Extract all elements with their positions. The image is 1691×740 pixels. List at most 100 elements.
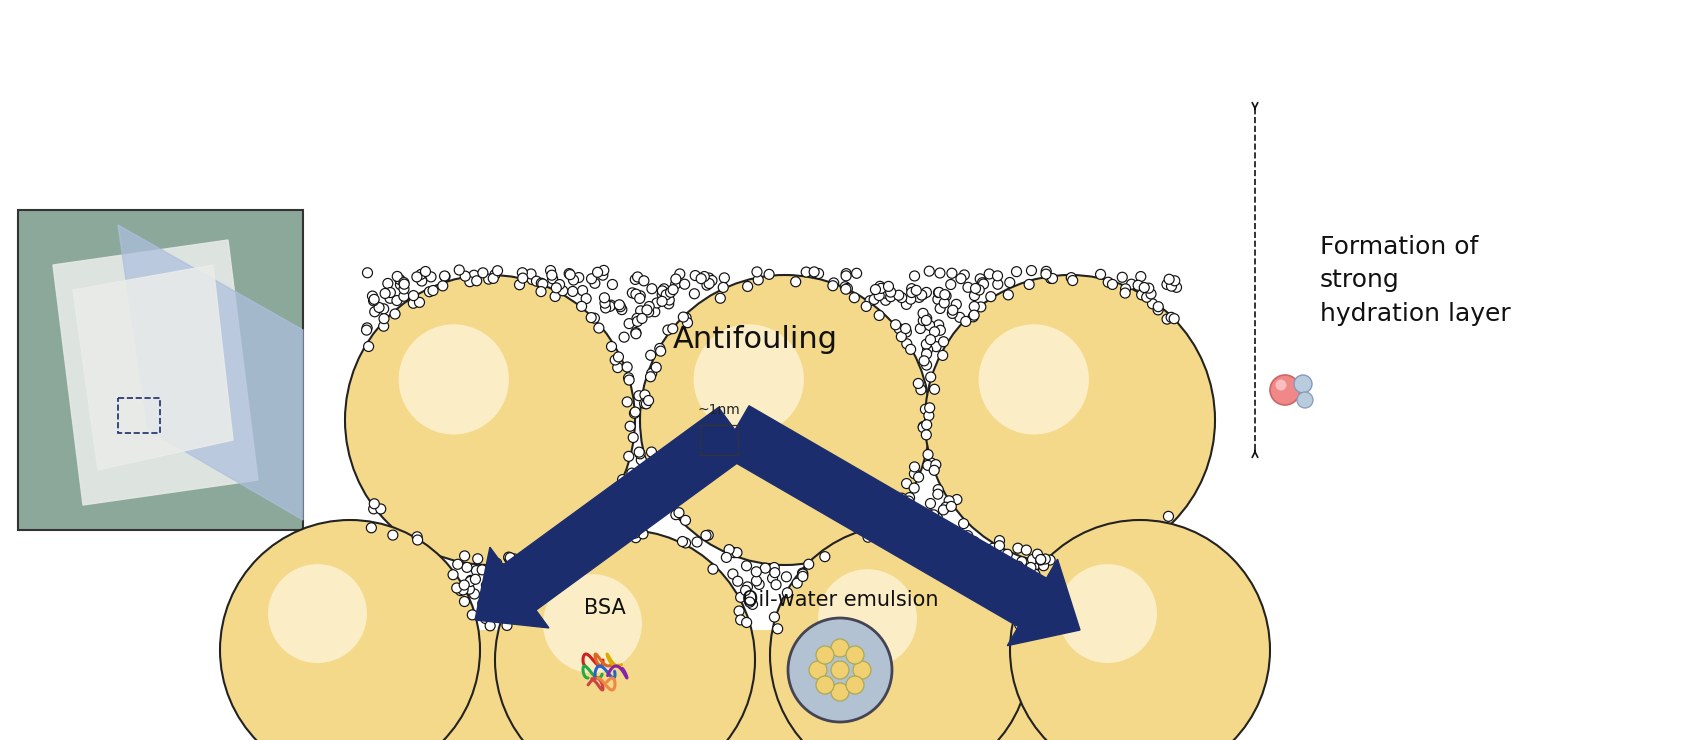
Circle shape bbox=[802, 267, 812, 277]
Circle shape bbox=[798, 569, 808, 579]
FancyBboxPatch shape bbox=[355, 0, 1185, 740]
Circle shape bbox=[638, 314, 648, 323]
Circle shape bbox=[752, 267, 763, 277]
Circle shape bbox=[1126, 279, 1136, 289]
Circle shape bbox=[683, 317, 693, 328]
Circle shape bbox=[922, 420, 932, 430]
Polygon shape bbox=[52, 240, 259, 505]
Circle shape bbox=[1023, 575, 1033, 585]
Circle shape bbox=[392, 295, 402, 306]
Circle shape bbox=[638, 528, 648, 537]
Circle shape bbox=[636, 448, 644, 459]
Circle shape bbox=[610, 355, 621, 365]
Polygon shape bbox=[118, 225, 303, 520]
Circle shape bbox=[869, 295, 879, 304]
Circle shape bbox=[935, 268, 945, 278]
Circle shape bbox=[922, 339, 932, 349]
Circle shape bbox=[587, 274, 597, 283]
Circle shape bbox=[639, 276, 649, 286]
Circle shape bbox=[874, 311, 884, 320]
Circle shape bbox=[546, 266, 556, 275]
Circle shape bbox=[379, 304, 389, 314]
Circle shape bbox=[504, 552, 514, 562]
Circle shape bbox=[871, 285, 881, 295]
Circle shape bbox=[448, 570, 458, 579]
Circle shape bbox=[374, 303, 384, 312]
Circle shape bbox=[639, 275, 930, 565]
Circle shape bbox=[1059, 564, 1157, 663]
Circle shape bbox=[932, 513, 942, 523]
Circle shape bbox=[1297, 392, 1312, 408]
Circle shape bbox=[922, 430, 932, 440]
Circle shape bbox=[918, 525, 928, 535]
Circle shape bbox=[840, 271, 851, 281]
Circle shape bbox=[781, 572, 791, 582]
Circle shape bbox=[840, 284, 851, 295]
Circle shape bbox=[665, 299, 673, 309]
Circle shape bbox=[906, 295, 917, 304]
Circle shape bbox=[413, 272, 421, 282]
Circle shape bbox=[644, 395, 653, 406]
Circle shape bbox=[646, 369, 656, 378]
Circle shape bbox=[1170, 276, 1180, 286]
Circle shape bbox=[840, 269, 851, 279]
Circle shape bbox=[490, 588, 499, 599]
Circle shape bbox=[517, 268, 528, 278]
Circle shape bbox=[651, 298, 661, 308]
Circle shape bbox=[883, 281, 893, 292]
Circle shape bbox=[639, 390, 649, 400]
Circle shape bbox=[382, 278, 392, 289]
Circle shape bbox=[732, 548, 742, 558]
Circle shape bbox=[972, 555, 982, 565]
Circle shape bbox=[1004, 278, 1015, 287]
Circle shape bbox=[506, 592, 516, 602]
Circle shape bbox=[1042, 266, 1052, 276]
Circle shape bbox=[1016, 608, 1026, 617]
Circle shape bbox=[910, 462, 920, 472]
Circle shape bbox=[504, 553, 514, 563]
Circle shape bbox=[1168, 314, 1179, 323]
Circle shape bbox=[659, 284, 670, 294]
Circle shape bbox=[962, 531, 972, 541]
Circle shape bbox=[455, 585, 465, 596]
Circle shape bbox=[568, 286, 578, 297]
Circle shape bbox=[932, 342, 942, 351]
Circle shape bbox=[742, 617, 751, 628]
Circle shape bbox=[580, 539, 590, 548]
Circle shape bbox=[976, 302, 986, 312]
Circle shape bbox=[626, 421, 636, 431]
Circle shape bbox=[829, 278, 839, 288]
Circle shape bbox=[599, 504, 609, 514]
Circle shape bbox=[922, 360, 932, 370]
Circle shape bbox=[817, 676, 834, 694]
Circle shape bbox=[1153, 302, 1163, 312]
Circle shape bbox=[751, 576, 761, 586]
Circle shape bbox=[971, 283, 981, 294]
Circle shape bbox=[666, 287, 676, 297]
Circle shape bbox=[495, 582, 506, 591]
Circle shape bbox=[927, 458, 937, 468]
Circle shape bbox=[974, 285, 984, 295]
Circle shape bbox=[654, 343, 665, 354]
Circle shape bbox=[568, 275, 578, 285]
Circle shape bbox=[769, 562, 780, 573]
Circle shape bbox=[700, 272, 709, 281]
Circle shape bbox=[605, 301, 616, 312]
Circle shape bbox=[521, 581, 531, 591]
Circle shape bbox=[984, 556, 994, 565]
Circle shape bbox=[453, 559, 463, 569]
Circle shape bbox=[658, 493, 668, 502]
Circle shape bbox=[648, 283, 656, 294]
Circle shape bbox=[396, 280, 406, 289]
Circle shape bbox=[416, 276, 426, 286]
Circle shape bbox=[930, 384, 940, 394]
Circle shape bbox=[387, 530, 397, 540]
Circle shape bbox=[465, 277, 475, 286]
Circle shape bbox=[671, 274, 681, 284]
Circle shape bbox=[362, 268, 372, 278]
Circle shape bbox=[473, 554, 482, 564]
Circle shape bbox=[560, 532, 568, 542]
Circle shape bbox=[846, 676, 864, 694]
Circle shape bbox=[631, 528, 639, 538]
Circle shape bbox=[1018, 566, 1028, 576]
